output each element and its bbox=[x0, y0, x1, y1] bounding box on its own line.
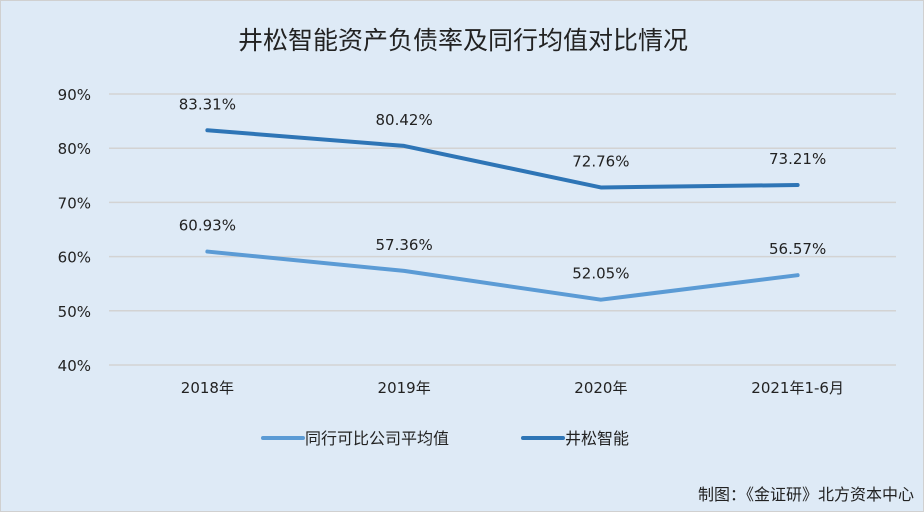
chart-title: 井松智能资产负债率及同行均值对比情况 bbox=[238, 26, 688, 55]
y-tick-label: 40% bbox=[58, 357, 91, 375]
data-label: 56.57% bbox=[769, 240, 826, 258]
legend-label: 井松智能 bbox=[565, 429, 629, 448]
series-line-jingsong bbox=[207, 130, 797, 187]
y-tick-label: 70% bbox=[58, 194, 91, 212]
data-label: 57.36% bbox=[376, 236, 433, 254]
x-tick-label: 2018年 bbox=[181, 379, 234, 397]
x-tick-label: 2021年1-6月 bbox=[751, 379, 844, 397]
data-label: 52.05% bbox=[572, 265, 629, 283]
data-label: 60.93% bbox=[179, 217, 236, 235]
y-tick-label: 60% bbox=[58, 249, 91, 267]
data-label: 83.31% bbox=[179, 95, 236, 113]
legend-label: 同行可比公司平均值 bbox=[305, 429, 449, 448]
data-label: 72.76% bbox=[572, 152, 629, 170]
x-tick-label: 2019年 bbox=[378, 379, 431, 397]
series-line-peer-average bbox=[207, 252, 797, 300]
chart-source-footer: 制图：《金证研》北方资本中心 bbox=[698, 485, 914, 504]
y-tick-label: 80% bbox=[58, 140, 91, 158]
y-tick-label: 50% bbox=[58, 303, 91, 321]
y-tick-label: 90% bbox=[58, 86, 91, 104]
data-label: 73.21% bbox=[769, 150, 826, 168]
data-label: 80.42% bbox=[376, 111, 433, 129]
x-tick-label: 2020年 bbox=[574, 379, 627, 397]
